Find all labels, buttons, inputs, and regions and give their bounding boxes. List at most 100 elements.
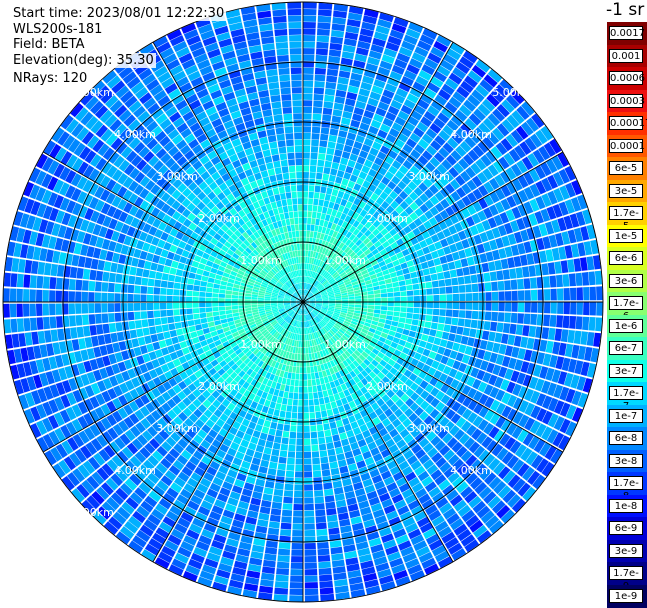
ppi-cell <box>338 513 349 521</box>
ppi-cell <box>342 297 348 299</box>
ppi-cell <box>114 293 120 302</box>
ppi-cell <box>212 298 218 302</box>
ppi-cell <box>213 311 220 316</box>
ppi-cell <box>448 262 456 270</box>
ppi-cell <box>318 199 324 206</box>
ppi-cell <box>286 471 294 478</box>
ppi-cell <box>290 582 303 589</box>
ppi-cell <box>232 302 238 305</box>
ppi-cell <box>325 436 332 443</box>
ppi-cell <box>400 307 406 312</box>
ppi-cell <box>108 303 114 312</box>
ppi-cell <box>208 322 215 328</box>
ppi-cell <box>332 162 340 170</box>
ppi-cell <box>299 341 301 347</box>
ppi-cell <box>115 274 122 283</box>
ppi-cell <box>195 324 202 330</box>
ppi-cell <box>303 107 312 113</box>
ppi-cell <box>516 325 523 336</box>
ppi-cell <box>399 280 406 286</box>
ppi-cell <box>285 412 291 419</box>
ppi-cell <box>290 576 303 582</box>
ppi-cell <box>409 331 416 338</box>
ppi-cell <box>304 400 309 406</box>
ppi-cell <box>226 314 233 319</box>
ppi-cell <box>319 581 333 588</box>
ppi-cell <box>200 286 207 291</box>
ppi-cell <box>303 42 315 48</box>
ppi-cell <box>141 286 148 294</box>
ppi-cell <box>450 326 457 334</box>
ppi-cell <box>199 308 206 313</box>
ppi-cell <box>329 395 335 402</box>
ppi-cell <box>442 332 450 340</box>
ppi-cell <box>439 287 446 294</box>
ppi-cell <box>189 272 196 279</box>
ppi-cell <box>265 441 273 449</box>
ppi-cell <box>305 589 319 596</box>
ppi-cell <box>498 302 504 311</box>
ppi-cell <box>328 141 336 148</box>
ppi-cell <box>323 108 333 115</box>
ppi-cell <box>320 134 328 141</box>
ppi-cell <box>186 309 193 315</box>
ppi-cell <box>466 293 472 301</box>
ppi-cell <box>189 326 196 333</box>
ppi-cell <box>280 450 288 457</box>
ppi-cell <box>95 314 102 324</box>
ppi-cell <box>294 354 297 360</box>
ppi-cell <box>530 314 537 325</box>
ppi-cell <box>349 299 355 301</box>
ppi-cell <box>313 205 318 212</box>
ppi-cell <box>127 294 133 302</box>
ppi-cell <box>214 279 221 284</box>
ppi-cell <box>367 312 374 316</box>
ppi-cell <box>291 563 303 569</box>
ppi-cell <box>286 379 291 386</box>
ppi-cell <box>148 319 155 327</box>
ppi-cell <box>299 335 301 341</box>
ppi-cell <box>319 398 325 405</box>
ppi-cell <box>310 366 314 373</box>
ppi-cell <box>331 30 344 38</box>
ppi-cell <box>283 391 288 398</box>
ppi-cell <box>355 293 361 296</box>
ppi-cell <box>283 497 293 504</box>
ppi-cell <box>155 272 162 280</box>
ppi-cell <box>334 103 344 111</box>
ppi-cell <box>12 334 20 348</box>
ppi-cell <box>320 404 326 411</box>
ppi-cell <box>303 94 313 100</box>
ppi-cell <box>95 282 102 292</box>
ppi-cell <box>292 412 298 419</box>
ppi-cell <box>338 426 346 434</box>
ppi-cell <box>313 114 322 121</box>
ppi-cell <box>387 306 393 311</box>
ppi-cell <box>448 333 456 341</box>
ppi-cell <box>312 458 320 465</box>
ppi-cell <box>524 290 531 301</box>
ppi-cell <box>314 225 319 232</box>
ppi-cell <box>163 331 171 339</box>
ppi-cell <box>193 314 200 320</box>
ppi-cell <box>424 321 431 328</box>
ppi-cell <box>261 573 275 581</box>
ppi-cell <box>213 288 220 293</box>
ppi-cell <box>57 265 65 277</box>
ppi-cell <box>303 159 310 165</box>
ppi-cell <box>306 244 309 250</box>
ppi-cell <box>154 318 161 326</box>
ppi-cell <box>407 336 415 343</box>
ppi-cell <box>17 274 24 288</box>
ppi-cell <box>586 256 594 270</box>
ppi-cell <box>322 207 328 214</box>
ppi-cell <box>232 299 238 302</box>
ppi-cell <box>311 432 318 439</box>
ppi-cell <box>50 317 57 329</box>
ppi-cell <box>261 500 271 508</box>
ppi-cell <box>335 176 342 184</box>
ppi-cell <box>326 188 333 195</box>
ppi-cell <box>304 471 312 477</box>
ppi-cell <box>318 9 332 16</box>
ppi-cell <box>175 276 182 283</box>
